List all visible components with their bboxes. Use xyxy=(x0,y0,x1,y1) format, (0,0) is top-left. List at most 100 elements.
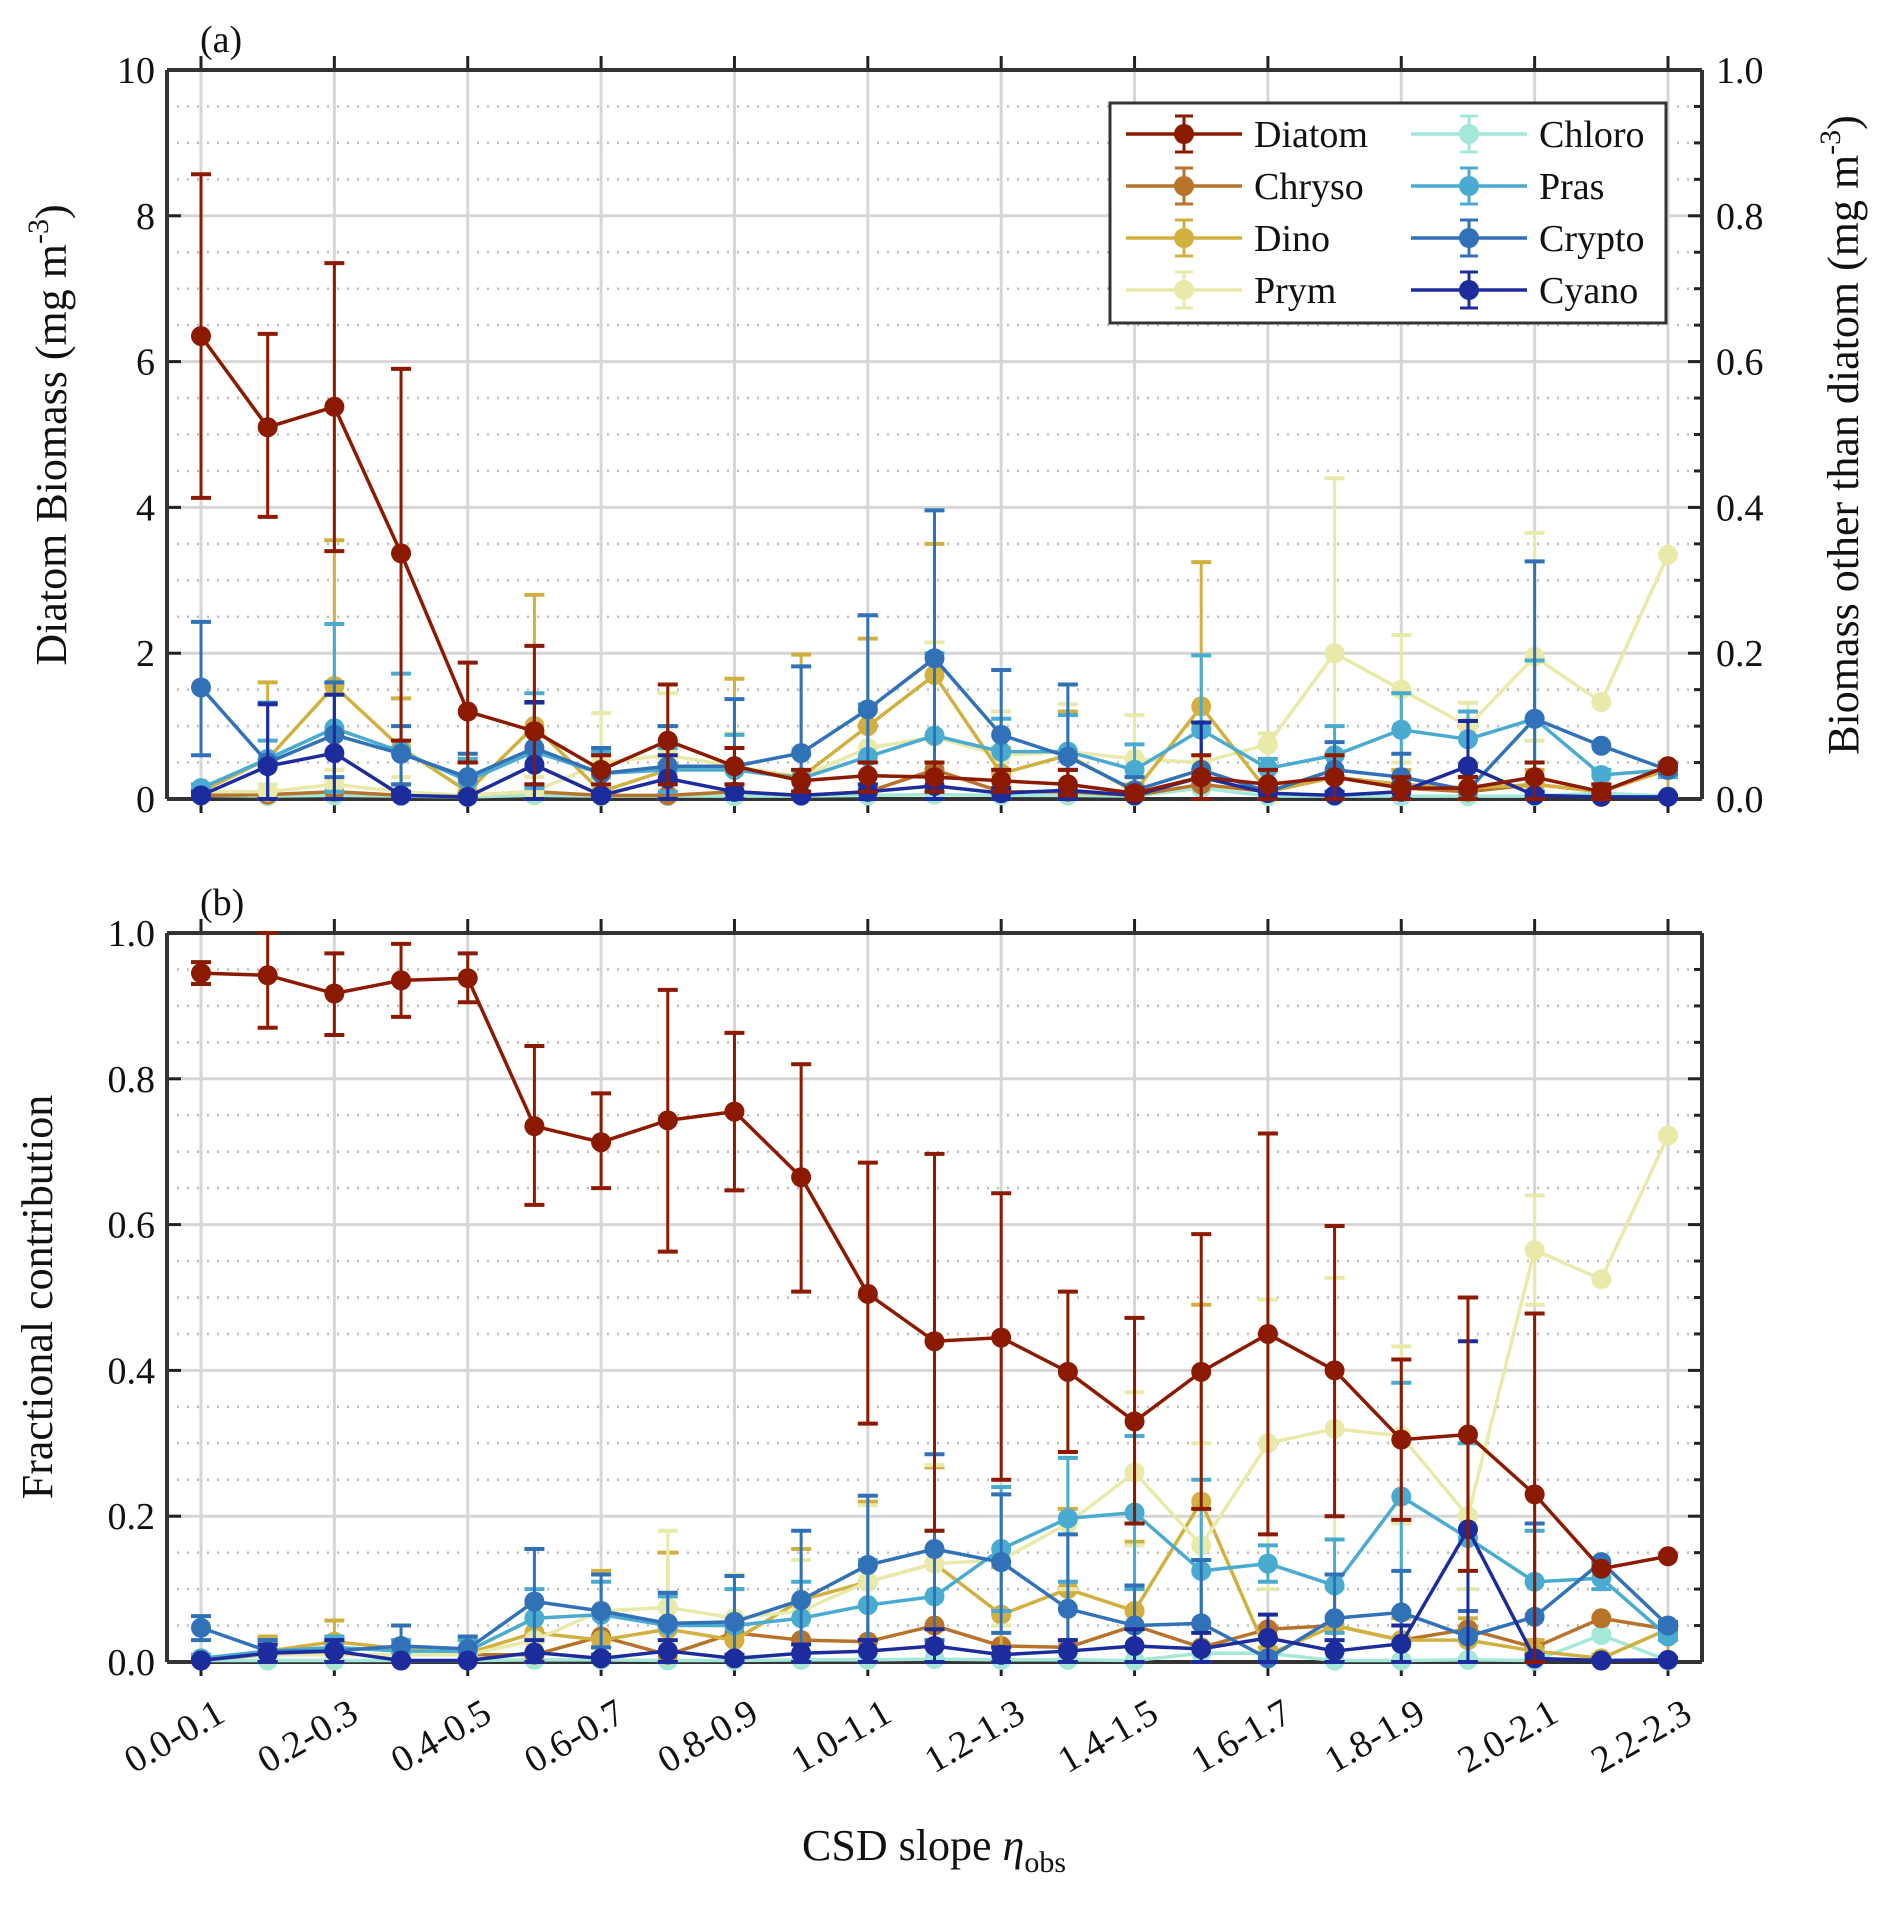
series-crypto xyxy=(191,508,1678,802)
data-point xyxy=(1591,1558,1612,1579)
data-point xyxy=(924,1635,945,1656)
data-point xyxy=(924,648,945,669)
y-tick-label: 1.0 xyxy=(108,913,156,955)
data-point xyxy=(591,1600,612,1621)
data-point xyxy=(1591,1608,1612,1629)
data-point xyxy=(991,1644,1012,1665)
legend-label: Chryso xyxy=(1254,166,1364,208)
data-point xyxy=(257,1643,278,1664)
legend-box xyxy=(1108,101,1668,325)
data-point xyxy=(924,1331,945,1352)
y-tick-label: 0 xyxy=(136,779,155,821)
legend-item-pras: Pras xyxy=(1411,166,1604,208)
data-point xyxy=(1324,1360,1345,1381)
data-point xyxy=(991,1327,1012,1348)
x-tick-label: 1.0-1.1 xyxy=(784,1691,898,1781)
y-tick-label: 0.4 xyxy=(108,1350,156,1392)
data-point xyxy=(1658,1125,1678,1146)
data-point xyxy=(657,1110,678,1131)
data-point xyxy=(657,730,678,751)
x-tick-label: 2.0-2.1 xyxy=(1451,1691,1565,1781)
panel-a: 0 2 4 6 8 10 0.0 0.2 0.4 0.6 0.8 1.0 xyxy=(117,50,1764,821)
data-point xyxy=(1257,774,1278,795)
data-point xyxy=(857,699,878,720)
data-point xyxy=(257,756,278,777)
data-point xyxy=(1257,1553,1278,1574)
x-tick-label: 1.6-1.7 xyxy=(1184,1691,1298,1781)
data-point xyxy=(1324,643,1345,664)
data-point xyxy=(1658,544,1678,565)
data-point xyxy=(591,1648,612,1669)
data-point xyxy=(1057,774,1078,795)
x-tick-label: 0.2-0.3 xyxy=(251,1691,365,1781)
series-diatom xyxy=(191,172,1678,804)
x-tick-label: 2.2-2.3 xyxy=(1584,1691,1698,1781)
data-point xyxy=(724,1648,745,1669)
data-point xyxy=(924,767,945,788)
data-point xyxy=(991,724,1012,745)
legend-label: Prym xyxy=(1254,270,1336,312)
data-point xyxy=(857,1283,878,1304)
data-point xyxy=(1591,735,1612,756)
y2-tick-label: 0.0 xyxy=(1716,779,1764,821)
y-tick-label: 10 xyxy=(117,50,155,92)
data-point xyxy=(1457,756,1478,777)
data-point xyxy=(391,543,412,564)
data-point xyxy=(191,677,211,698)
data-point xyxy=(457,786,478,807)
data-point xyxy=(991,1552,1012,1573)
data-point xyxy=(1658,1546,1678,1567)
data-point xyxy=(1658,756,1678,777)
data-point xyxy=(657,1613,678,1634)
data-point xyxy=(1191,1638,1212,1659)
data-point xyxy=(1124,783,1145,804)
panel-a-ylabel: Diatom Biomass (mg m-3) xyxy=(22,204,76,665)
data-point xyxy=(1391,719,1412,740)
x-tick-label: 0.4-0.5 xyxy=(384,1691,498,1781)
data-point xyxy=(457,968,478,989)
y2-tick-label: 0.8 xyxy=(1716,196,1764,238)
y-tick-label: 0.8 xyxy=(108,1059,156,1101)
legend-marker xyxy=(1174,280,1194,300)
legend-label: Dino xyxy=(1254,218,1330,260)
x-tick-label: 0.8-0.9 xyxy=(651,1691,765,1781)
data-point xyxy=(1124,1635,1145,1656)
data-point xyxy=(191,1617,211,1638)
data-point xyxy=(391,970,412,991)
data-point xyxy=(1524,767,1545,788)
data-point xyxy=(791,1590,812,1611)
data-point xyxy=(457,767,478,788)
data-point xyxy=(391,785,412,806)
panel-a-y2label: Biomass other than diatom (mg m-3) xyxy=(1814,115,1868,755)
data-point xyxy=(324,983,345,1004)
legend: Diatom Chryso Dino Prym Chloro Pras Crypto Cyan… xyxy=(1108,101,1668,325)
data-point xyxy=(1591,1625,1612,1646)
data-point xyxy=(991,770,1012,791)
data-point xyxy=(1257,1323,1278,1344)
legend-item-dino: Dino xyxy=(1126,218,1330,260)
data-point xyxy=(1057,1361,1078,1382)
data-point xyxy=(524,1116,545,1137)
data-point xyxy=(257,965,278,986)
data-point xyxy=(324,396,345,417)
data-point xyxy=(1057,1508,1078,1529)
data-point xyxy=(791,1643,812,1664)
legend-marker xyxy=(1459,228,1479,248)
y2-tick-label: 1.0 xyxy=(1716,50,1764,92)
data-point xyxy=(724,1101,745,1122)
legend-item-crypto: Crypto xyxy=(1411,218,1645,260)
legend-label: Crypto xyxy=(1539,218,1645,260)
data-point xyxy=(1591,1269,1612,1290)
data-point xyxy=(1391,778,1412,799)
data-point xyxy=(1257,734,1278,755)
x-axis-label: CSD slope ηobs xyxy=(802,1821,1066,1879)
legend-label: Diatom xyxy=(1254,114,1368,156)
legend-item-chryso: Chryso xyxy=(1126,166,1364,208)
legend-marker xyxy=(1459,176,1479,196)
x-tick-label: 1.4-1.5 xyxy=(1051,1691,1165,1781)
data-point xyxy=(1591,764,1612,785)
legend-label: Chloro xyxy=(1539,114,1645,156)
data-point xyxy=(257,417,278,438)
data-point xyxy=(724,781,745,802)
